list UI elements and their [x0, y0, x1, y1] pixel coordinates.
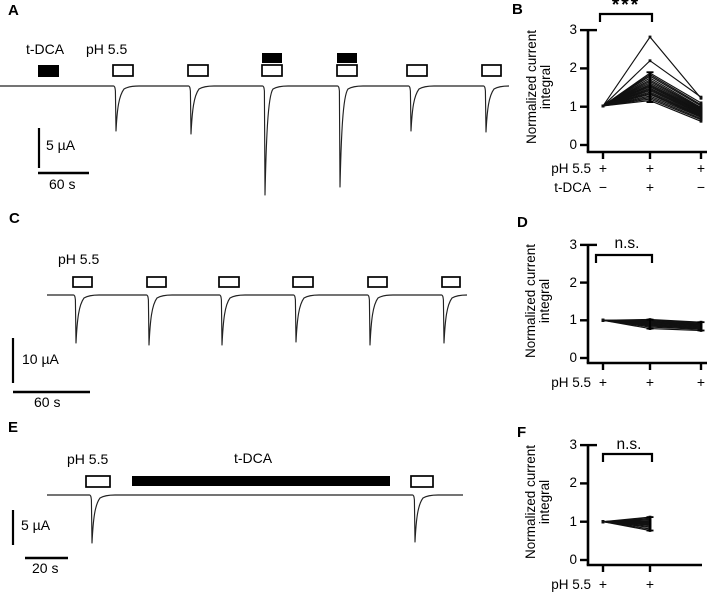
f-y-axis-title: Normalized current integral: [523, 432, 552, 572]
panel-label-e: E: [8, 419, 19, 436]
d-y-axis-title-line2: integral: [537, 278, 552, 324]
panel-label-b: B: [512, 1, 523, 18]
panel-D-chart: [580, 243, 707, 370]
stimulus-bar-ph: [187, 64, 209, 77]
data-point: [601, 318, 605, 322]
data-point: [699, 118, 703, 122]
d-y-axis-title-line1: Normalized current: [523, 243, 538, 359]
stimulus-bar-ph: [218, 276, 240, 288]
a-tdca-stimulus-label: t-DCA: [26, 41, 65, 57]
c-current-scale-label: 10 µA: [22, 351, 59, 367]
stimulus-bar-ph: [481, 64, 502, 77]
stimulus-bar-tdca: [337, 53, 357, 63]
panel-label-c: C: [9, 210, 20, 227]
e-time-scale-label: 20 s: [32, 560, 59, 576]
data-point: [699, 119, 703, 123]
d-row-label-ph: pH 5.5: [551, 375, 591, 390]
stimulus-bar-tdca: [262, 53, 282, 63]
panel-F-chart: [580, 443, 702, 572]
stimulus-bar-ph: [292, 276, 314, 288]
data-point: [648, 59, 652, 63]
data-line: [602, 521, 651, 532]
data-point: [699, 95, 703, 99]
panel-C-trace: [11, 276, 468, 394]
data-point: [601, 104, 605, 108]
d-y-axis-title: Normalized current integral: [523, 231, 552, 371]
b-row-label-ph: pH 5.5: [551, 161, 591, 176]
f-row-label-ph: pH 5.5: [551, 577, 591, 592]
panel-E-trace: [11, 475, 463, 560]
e-current-scale-label: 5 µA: [21, 517, 51, 533]
panel-label-a: A: [8, 2, 19, 19]
current-trace: [47, 494, 463, 544]
significance-bracket: [598, 12, 654, 22]
current-trace: [47, 294, 468, 346]
data-point: [699, 104, 703, 108]
panel-label-f: F: [517, 424, 527, 441]
e-ph-stimulus-label: pH 5.5: [67, 451, 109, 467]
a-time-scale-label: 60 s: [49, 176, 76, 192]
data-point: [699, 101, 703, 105]
b-significance-label: ***: [611, 0, 641, 16]
panel-B-chart: [580, 12, 707, 159]
stimulus-bar-ph: [112, 64, 134, 77]
b-row-label-tdca: t-DCA: [554, 180, 591, 195]
stimulus-bar-ph: [367, 276, 388, 288]
stimulus-bar-ph: [406, 64, 428, 77]
stimulus-bar-ph: [146, 276, 167, 288]
stimulus-bar-ph: [72, 276, 93, 288]
stimulus-bar-ph: [410, 475, 434, 488]
f-y-axis-title-line1: Normalized current: [523, 444, 538, 560]
e-tdca-stimulus-label: t-DCA: [234, 450, 273, 466]
b-y-axis-title-line2: integral: [538, 64, 553, 110]
b-y-axis-title: Normalized current integral: [524, 17, 553, 157]
stimulus-bar-ph: [85, 475, 111, 488]
panel-A-trace: [0, 53, 510, 196]
current-trace: [0, 85, 510, 196]
f-y-axis-title-line2: integral: [537, 479, 552, 525]
stimulus-bar-ph: [441, 276, 461, 288]
a-ph-stimulus-label: pH 5.5: [86, 41, 128, 57]
f-significance-label: n.s.: [616, 436, 642, 453]
stimulus-bar-tdca: [38, 65, 59, 77]
stimulus-bar-ph: [336, 64, 358, 77]
panel-label-d: D: [517, 214, 528, 231]
d-significance-label: n.s.: [614, 235, 640, 252]
data-point: [648, 35, 652, 39]
stimulus-bar-tdca: [132, 476, 390, 486]
c-time-scale-label: 60 s: [34, 394, 61, 410]
stimulus-bar-ph: [261, 64, 283, 77]
significance-bracket: [601, 452, 654, 462]
b-y-axis-title-line1: Normalized current: [524, 29, 539, 145]
c-ph-stimulus-label: pH 5.5: [58, 251, 100, 267]
significance-bracket: [594, 253, 654, 263]
data-point: [601, 520, 605, 524]
a-current-scale-label: 5 µA: [46, 137, 76, 153]
